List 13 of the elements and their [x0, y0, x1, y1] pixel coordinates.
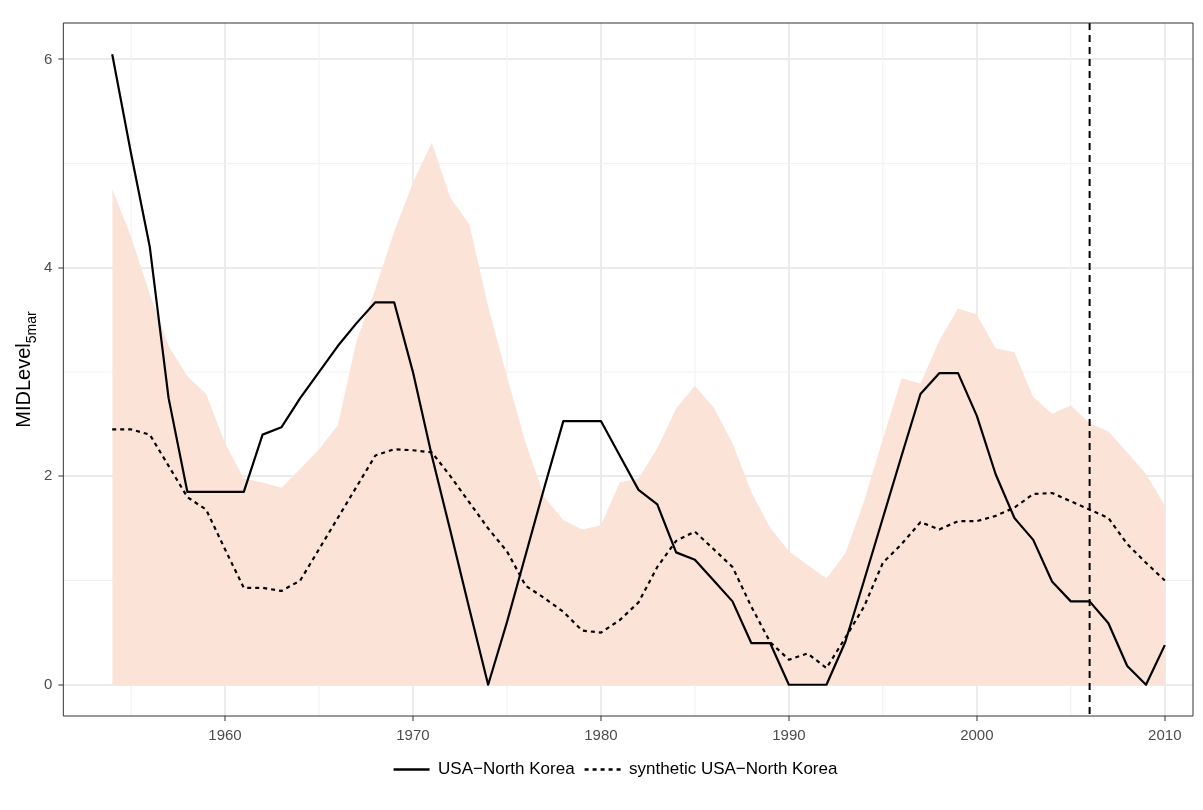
legend-label: synthetic USA−North Korea: [629, 759, 838, 779]
x-tick-label: 1960: [208, 726, 242, 744]
y-tick-label: 4: [44, 258, 53, 276]
x-tick-label: 1970: [396, 726, 430, 744]
x-tick-label: 2000: [960, 726, 994, 744]
y-tick-label: 0: [44, 674, 53, 692]
x-tick-label: 2010: [1148, 726, 1182, 744]
legend-label: USA−North Korea: [438, 759, 576, 779]
x-tick-label: 1990: [772, 726, 806, 744]
x-tick-label: 1980: [584, 726, 618, 744]
y-tick-label: 6: [44, 49, 53, 67]
y-axis-title: MIDLevel5mar: [12, 310, 39, 428]
y-tick-label: 2: [44, 466, 53, 484]
